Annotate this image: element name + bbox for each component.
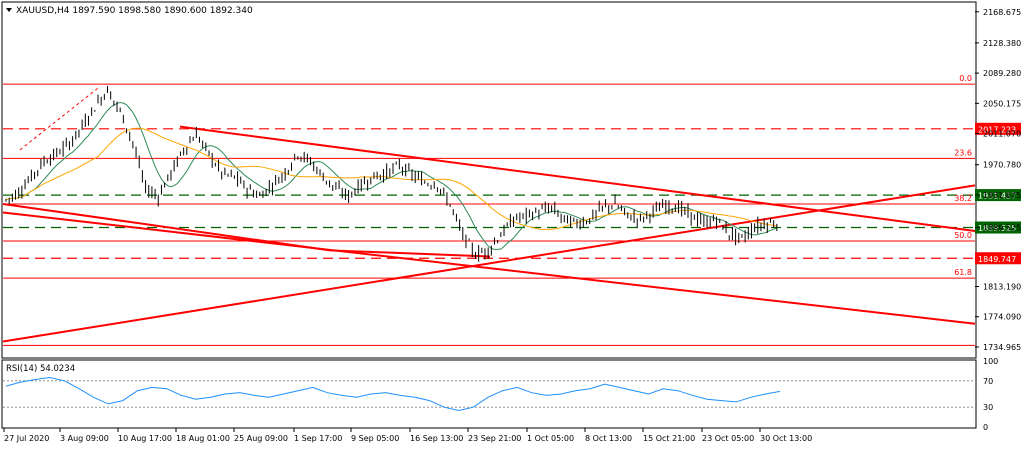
trendline bbox=[329, 249, 491, 258]
y-tick-label: 2128.380 bbox=[983, 39, 1021, 48]
rsi-tick-label: 0 bbox=[983, 423, 988, 432]
level-labels-layer: 0.0 23.6 38.2 50.0 61.8 2017.223 1931.457 1889.… bbox=[954, 74, 1021, 277]
x-tick-label: 23 Oct 05:00 bbox=[702, 434, 754, 443]
trendline bbox=[2, 184, 976, 343]
y-tick-label: 1889.525 bbox=[983, 224, 1021, 233]
x-tick-label: 16 Sep 13:00 bbox=[410, 434, 463, 443]
x-tick-label: 30 Oct 13:00 bbox=[760, 434, 812, 443]
price-label-box bbox=[975, 122, 1021, 135]
fib-label: 38.2 bbox=[954, 194, 972, 203]
price-label-text: 1849.747 bbox=[978, 255, 1016, 264]
ma-slow-line bbox=[5, 127, 777, 231]
main-panel-frame bbox=[1, 1, 977, 359]
y-tick-label: 2050.175 bbox=[983, 99, 1021, 108]
rsi-tick-label: 70 bbox=[983, 377, 993, 386]
y-tick-label: 1931.675 bbox=[983, 191, 1021, 200]
rsi-layer: 100 70 30 0 bbox=[3, 357, 998, 432]
rsi-tick-label: 100 bbox=[983, 357, 998, 366]
x-tick-label: 8 Oct 13:00 bbox=[585, 434, 632, 443]
x-tick-label: 23 Sep 21:00 bbox=[468, 434, 521, 443]
candles-layer bbox=[5, 85, 778, 262]
rsi-panel-frame bbox=[1, 359, 977, 429]
fib-label: 50.0 bbox=[954, 231, 972, 240]
price-label-box bbox=[975, 252, 1021, 265]
x-tick-label: 27 Jul 2020 bbox=[4, 434, 49, 443]
fib-label: 23.6 bbox=[954, 148, 972, 157]
x-tick-label: 18 Aug 01:00 bbox=[176, 434, 230, 443]
x-tick-label: 9 Sep 05:00 bbox=[351, 434, 399, 443]
y-tick-label: 2011.070 bbox=[983, 130, 1021, 139]
fib-label: 61.8 bbox=[954, 268, 972, 277]
x-tick-label: 15 Oct 21:00 bbox=[643, 434, 695, 443]
x-tick-label: 10 Aug 17:00 bbox=[118, 434, 172, 443]
y-tick-label: 1813.190 bbox=[983, 283, 1021, 292]
moving-averages-layer bbox=[5, 101, 778, 250]
trendline bbox=[179, 125, 976, 233]
symbol-title: XAUUSD,H4 1897.590 1898.580 1890.600 189… bbox=[16, 6, 253, 16]
x-tick-label: 1 Sep 17:00 bbox=[294, 434, 342, 443]
rsi-line bbox=[5, 376, 781, 412]
price-label-text: 1931.457 bbox=[978, 192, 1016, 201]
y-tick-label: 2089.280 bbox=[983, 69, 1021, 78]
y-tick-label: 1774.090 bbox=[983, 313, 1021, 322]
symbol-dropdown-icon[interactable] bbox=[6, 8, 12, 12]
rsi-title: RSI(14) 54.0234 bbox=[6, 364, 75, 374]
fib-anchor-line bbox=[19, 86, 101, 151]
price-label-text: 1889.525 bbox=[978, 224, 1016, 233]
trendlines-layer bbox=[2, 86, 976, 343]
fib-label: 0.0 bbox=[959, 74, 972, 83]
x-tick-label: 1 Oct 05:00 bbox=[527, 434, 574, 443]
price-label-box bbox=[975, 189, 1021, 202]
x-axis: 27 Jul 2020 3 Aug 09:00 10 Aug 17:00 18 Aug… bbox=[3, 428, 812, 443]
y-axis: 2168.675 2128.380 2089.280 2050.175 2011.070… bbox=[975, 8, 1021, 352]
price-label-box bbox=[975, 221, 1021, 234]
trendline bbox=[2, 202, 331, 252]
y-tick-label: 1734.965 bbox=[983, 343, 1021, 352]
x-tick-label: 25 Aug 09:00 bbox=[234, 434, 288, 443]
x-tick-label: 3 Aug 09:00 bbox=[60, 434, 109, 443]
price-label-text: 2017.223 bbox=[978, 125, 1016, 134]
y-tick-label: 2168.675 bbox=[983, 8, 1021, 17]
trendline bbox=[2, 211, 976, 325]
y-tick-label: 1970.780 bbox=[983, 161, 1021, 170]
rsi-tick-label: 30 bbox=[983, 403, 993, 412]
